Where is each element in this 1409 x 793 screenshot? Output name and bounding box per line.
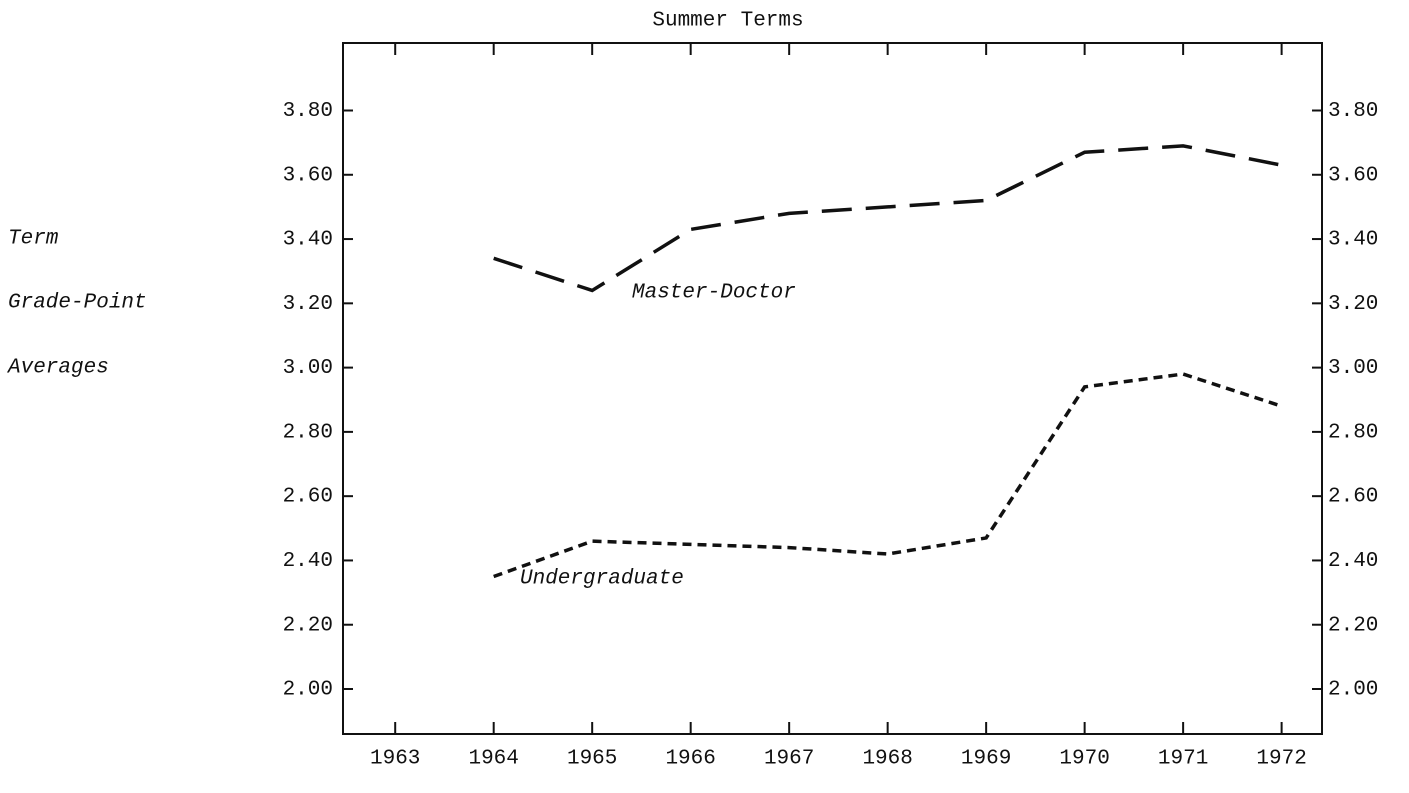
plot-frame	[342, 42, 1323, 735]
x-tick-label: 1969	[961, 748, 1011, 771]
y2-tick-label: 2.00	[1328, 679, 1378, 702]
x-tick-label: 1972	[1256, 748, 1306, 771]
y-tick-label: 2.60	[283, 486, 333, 509]
y-tick-label: 2.40	[283, 550, 333, 573]
x-tick-label: 1967	[764, 748, 814, 771]
series-label: Undergraduate	[520, 568, 684, 591]
y2-tick-label: 3.80	[1328, 100, 1378, 123]
x-tick-label: 1970	[1059, 748, 1109, 771]
y2-tick-label: 3.60	[1328, 164, 1378, 187]
y-axis-label: Averages	[6, 357, 109, 380]
y-tick-label: 2.20	[283, 614, 333, 637]
y-tick-label: 3.40	[283, 229, 333, 252]
y2-tick-label: 2.80	[1328, 421, 1378, 444]
y-tick-label: 3.20	[283, 293, 333, 316]
y-tick-label: 3.00	[283, 357, 333, 380]
y-tick-label: 3.80	[283, 100, 333, 123]
x-tick-label: 1966	[665, 748, 715, 771]
y-axis-label: Term	[8, 228, 59, 251]
x-tick-label: 1965	[567, 748, 617, 771]
y2-tick-label: 3.20	[1328, 293, 1378, 316]
y2-tick-label: 2.60	[1328, 486, 1378, 509]
x-tick-label: 1968	[862, 748, 912, 771]
x-tick-label: 1964	[468, 748, 518, 771]
y-tick-label: 2.80	[283, 421, 333, 444]
series-label: Master-Doctor	[632, 282, 796, 305]
y2-tick-label: 3.00	[1328, 357, 1378, 380]
y2-tick-label: 3.40	[1328, 229, 1378, 252]
x-tick-label: 1963	[370, 748, 420, 771]
chart-title: Summer Terms	[652, 10, 803, 33]
y2-tick-label: 2.20	[1328, 614, 1378, 637]
line-series	[493, 372, 1283, 579]
y-tick-label: 3.60	[283, 164, 333, 187]
y2-tick-label: 2.40	[1328, 550, 1378, 573]
y-axis-label: Grade-Point	[8, 292, 147, 315]
line-series	[493, 144, 1282, 293]
y-tick-label: 2.00	[283, 679, 333, 702]
x-tick-label: 1971	[1158, 748, 1208, 771]
